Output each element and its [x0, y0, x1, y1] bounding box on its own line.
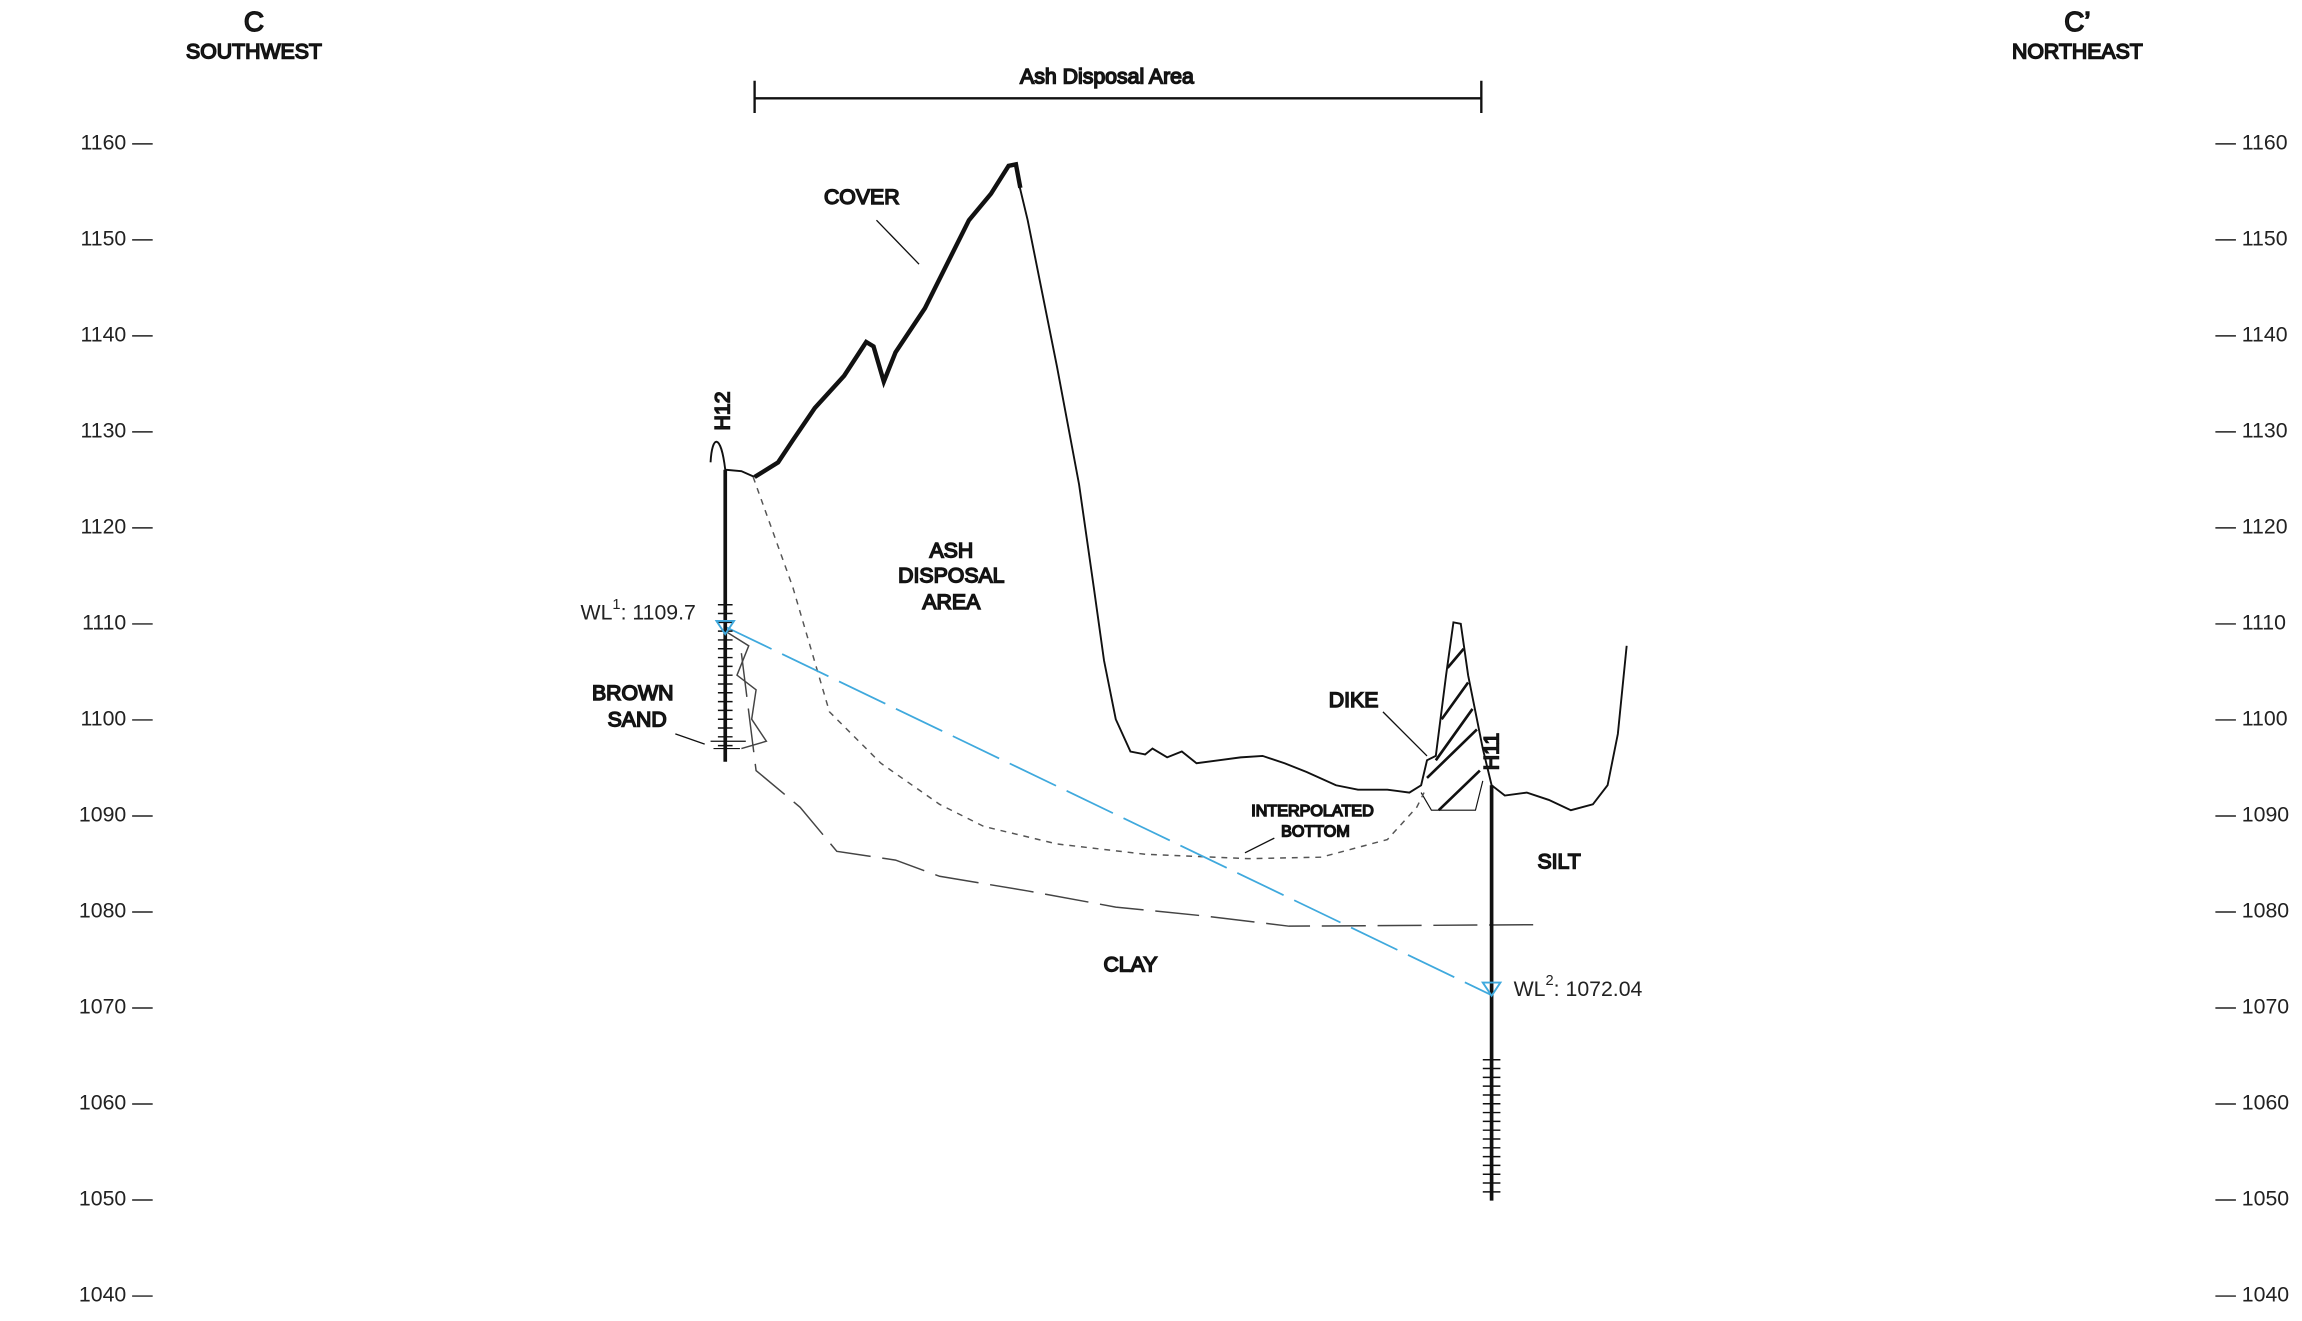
- elevation-label: 1050: [79, 1187, 126, 1211]
- wl-label: WL: [1514, 977, 1546, 1001]
- elevation-label: 1040: [2242, 1283, 2289, 1307]
- label: SAND: [608, 707, 667, 731]
- elevation-label: 1060: [79, 1091, 126, 1115]
- borehole-label: H12: [710, 391, 734, 430]
- elevation-label: 1100: [2242, 707, 2288, 731]
- elevation-label: 1050: [2242, 1187, 2289, 1211]
- wl-label: WL: [581, 600, 613, 624]
- elevation-label: 1140: [2242, 323, 2288, 347]
- cover: [755, 164, 1021, 477]
- elevation-label: 1150: [2242, 226, 2288, 250]
- ground: [1019, 183, 1627, 810]
- section-letter: C’: [2064, 6, 2090, 37]
- elevation-label: 1160: [81, 130, 127, 154]
- elevation-label: 1140: [81, 323, 127, 347]
- elevation-label: 1070: [79, 995, 126, 1019]
- direction: NORTHEAST: [2012, 39, 2143, 63]
- label: CLAY: [1103, 952, 1157, 976]
- label: INTERPOLATED: [1251, 802, 1373, 820]
- elevation-label: 1110: [82, 611, 126, 635]
- elevation-label: 1040: [79, 1283, 126, 1307]
- elevation-label: 1060: [2242, 1091, 2289, 1115]
- section-letter: C: [244, 6, 264, 37]
- layout: C SOUTHWEST C’ NORTHEAST Ash Disposal Ar…: [186, 6, 2143, 1201]
- elevation-label: 1100: [81, 707, 127, 731]
- label: COVER: [824, 185, 900, 209]
- elevation-label: 1090: [79, 803, 126, 827]
- wl-sup: 2: [1546, 973, 1554, 989]
- water-level-label: WL1: 1109.7: [581, 597, 696, 625]
- label: ASH: [929, 539, 973, 563]
- label: DIKE: [1329, 688, 1379, 712]
- wl-value: : 1109.7: [621, 600, 696, 624]
- elevation-label: 1080: [2242, 899, 2289, 923]
- dike-hatch: [1427, 649, 1480, 810]
- span-label: Ash Disposal Area: [1020, 64, 1194, 88]
- water-level-label: WL2: 1072.04: [1514, 973, 1643, 1001]
- elevation-label: 1080: [79, 899, 126, 923]
- dike-base: [1421, 781, 1483, 810]
- elevation-label: 1120: [81, 515, 127, 539]
- elevation-label: 1120: [2242, 515, 2288, 539]
- label: DISPOSAL: [898, 563, 1005, 587]
- elevation-label: 1090: [2242, 803, 2289, 827]
- label: BROWN: [592, 681, 674, 705]
- elevation-label: 1110: [2242, 611, 2286, 635]
- ground: [711, 442, 755, 477]
- leader: [675, 220, 1427, 853]
- cross-section: C SOUTHWEST C’ NORTHEAST Ash Disposal Ar…: [0, 0, 2302, 1321]
- elevation-label: 1130: [2242, 419, 2288, 443]
- label: AREA: [922, 590, 981, 614]
- wl-sup: 1: [612, 597, 620, 613]
- label: BOTTOM: [1281, 822, 1350, 840]
- label: SILT: [1537, 850, 1580, 874]
- direction: SOUTHWEST: [186, 39, 322, 63]
- wl-value: : 1072.04: [1554, 977, 1643, 1001]
- borehole-samples: [718, 605, 1501, 1192]
- elevation-label: 1130: [81, 419, 127, 443]
- elevation-label: 1160: [2242, 130, 2288, 154]
- borehole-label: H11: [1480, 733, 1504, 770]
- elevation-label: 1150: [81, 226, 127, 250]
- elevation-label: 1070: [2242, 995, 2289, 1019]
